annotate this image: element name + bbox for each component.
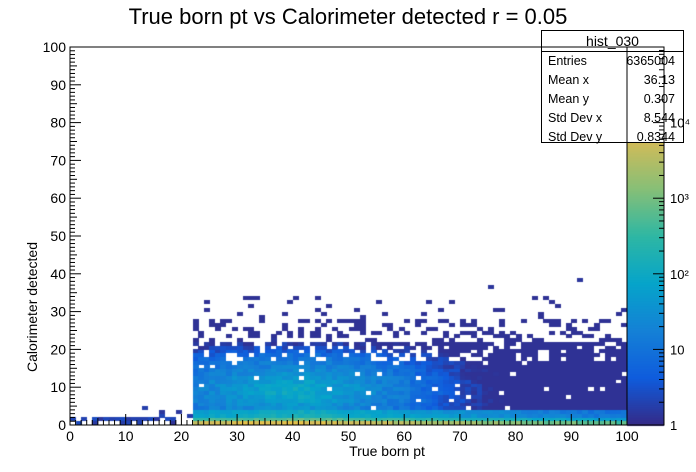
y-tick-label: 70 — [50, 152, 66, 168]
y-tick-label: 30 — [50, 304, 66, 320]
x-tick-label: 0 — [66, 428, 74, 444]
stats-value-mean-y: 0.307 — [643, 92, 675, 106]
stats-label-entries: Entries — [548, 54, 587, 68]
stats-value-std-y: 0.8344 — [636, 130, 675, 144]
stats-row-mean-x: Mean x 36.13 — [542, 71, 683, 90]
colorbar-tick-label: 1 — [670, 418, 677, 433]
y-tick-label: 20 — [50, 341, 66, 357]
colorbar-frame — [626, 46, 665, 426]
plot-frame — [69, 46, 628, 426]
colorbar-tick-label: 10² — [670, 267, 689, 282]
x-tick-label: 90 — [564, 428, 580, 444]
stats-label-mean-x: Mean x — [548, 73, 589, 87]
y-tick-label: 0 — [58, 417, 66, 433]
stats-label-std-x: Std Dev x — [548, 111, 603, 125]
stats-row-std-y: Std Dev y 0.8344 — [542, 128, 683, 147]
y-axis-title: Calorimeter detected — [24, 242, 40, 372]
y-tick-label: 10 — [50, 379, 66, 395]
y-tick-label: 80 — [50, 115, 66, 131]
x-tick-label: 80 — [508, 428, 524, 444]
stats-label-std-y: Std Dev y — [548, 130, 603, 144]
colorbar-tick-label: 10⁴ — [670, 116, 690, 131]
stats-row-std-x: Std Dev x 8.544 — [542, 109, 683, 128]
x-tick-label: 10 — [118, 428, 134, 444]
colorbar-tick-label: 10³ — [670, 191, 689, 206]
x-axis-title: True born pt — [349, 443, 425, 459]
stats-value-mean-x: 36.13 — [643, 73, 675, 87]
stats-value-std-x: 8.544 — [643, 111, 675, 125]
x-tick-label: 70 — [452, 428, 468, 444]
y-tick-label: 90 — [50, 77, 66, 93]
stats-row-entries: Entries 6365004 — [542, 52, 683, 71]
colorbar-tick-label: 10 — [670, 342, 684, 357]
x-tick-label: 50 — [341, 428, 357, 444]
stats-row-mean-y: Mean y 0.307 — [542, 90, 683, 109]
x-tick-label: 20 — [174, 428, 190, 444]
x-tick-label: 100 — [615, 428, 639, 444]
x-tick-label: 60 — [396, 428, 412, 444]
x-tick-label: 30 — [229, 428, 245, 444]
stats-label-mean-y: Mean y — [548, 92, 589, 106]
stats-box-name: hist_030 — [542, 31, 683, 52]
y-tick-label: 100 — [43, 39, 67, 55]
y-tick-label: 40 — [50, 266, 66, 282]
stats-value-entries: 6365004 — [626, 54, 675, 68]
y-tick-label: 60 — [50, 190, 66, 206]
y-tick-label: 50 — [50, 228, 66, 244]
chart-title: True born pt vs Calorimeter detected r =… — [128, 4, 568, 29]
x-tick-label: 40 — [285, 428, 301, 444]
